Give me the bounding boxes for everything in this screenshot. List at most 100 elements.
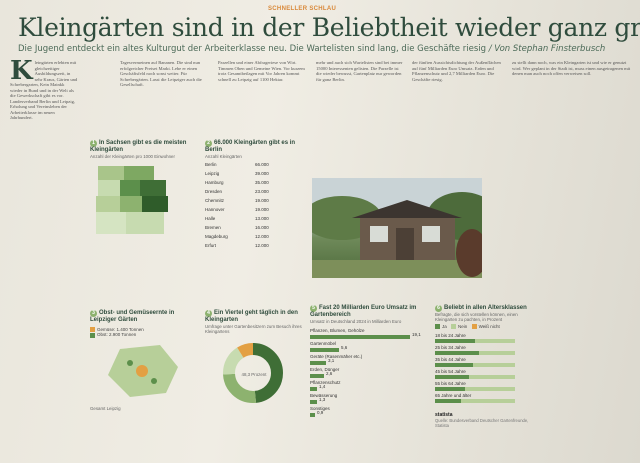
article-column-3: Parzellen und einer Abfrageriese von Wir…: [218, 60, 305, 82]
article-column-4: mehr und auch sich Wartelisten sind bei …: [316, 60, 403, 82]
bar-label: Geräte (Rasenmäher etc.): [310, 354, 363, 359]
box-number: 3: [90, 310, 97, 317]
box-number: 5: [310, 305, 317, 312]
table-value: 12.000: [255, 234, 269, 239]
bar-label: 45 bis 54 Jahre: [435, 369, 466, 375]
box-title: 66.000 Kleingärten gibt es in Berlin: [205, 140, 296, 153]
box-sachsen: 1 In Sachsen gibt es die meisten Kleingär…: [90, 140, 200, 255]
box-title: Obst- und Gemüseernte in Leipziger Gärte…: [90, 310, 175, 323]
box-title: Beliebt in allen Altersklassen: [444, 305, 527, 311]
bar-value: 19,1: [412, 332, 421, 337]
table-row: Chemnitz: [205, 198, 225, 203]
bar-label: 35 bis 44 Jahre: [435, 357, 466, 363]
bar: [310, 374, 324, 378]
box-title: Ein Viertel geht täglich in den Kleingar…: [205, 310, 298, 323]
bar-label: 25 bis 34 Jahre: [435, 345, 466, 351]
table-value: 12.000: [255, 243, 269, 248]
bar-value: 2,6: [326, 371, 333, 376]
bar-nein: [479, 351, 515, 356]
deck: Die Jugend entdeckt ein altes Kulturgut …: [18, 44, 628, 54]
table-row: Hamburg: [205, 180, 224, 185]
table-value: 16.000: [255, 225, 269, 230]
donut-slice: [223, 343, 283, 403]
kicker: SCHNELLER SCHLAU: [268, 6, 337, 12]
table-value: 19.000: [255, 198, 269, 203]
legend-item: Gemüse: 1.400 Tonnen: [97, 327, 144, 332]
box-subtitle: Anzahl der Kleingärten pro 1000 Einwohne…: [90, 154, 175, 159]
bar-nein: [465, 387, 515, 392]
article-columns: K leingärten erlebten mit gleichzeitiger…: [10, 60, 635, 175]
bar-ja: [435, 375, 469, 380]
legend: Ja Nein Weiß nicht: [435, 324, 535, 330]
leipzig-map: [108, 344, 178, 397]
column-text: leingärten erlebten mit gleichzeitiger A…: [10, 60, 78, 120]
berlin-table: Berlin 66.000 Leipzig 39.000 Hamburg 35.…: [205, 161, 305, 256]
headline: Kleingärten sind in der Beliebtheit wied…: [18, 13, 640, 42]
bar-label: Erden, Dünger: [310, 367, 340, 372]
source-note: Quelle: Bundesverband Deutscher Gartenfr…: [435, 418, 529, 429]
bar-value: 0,9: [317, 410, 324, 415]
table-value: 23.000: [255, 189, 269, 194]
bar: [310, 387, 317, 391]
article-column-2: Tagesvermeinen auf Bananen. Die sind nun…: [120, 60, 202, 87]
bar-label: Pflanzenschutz: [310, 380, 341, 385]
box-viertel: 4 Ein Viertel geht täglich in den Kleinga…: [205, 310, 305, 430]
umsatz-bars: Pflanzen, Blumen, Gehölze 19,1 Gartenmöb…: [310, 327, 430, 427]
box-subtitle: Umfrage unter Gartenbesitzern zum Besuch…: [205, 324, 302, 334]
table-row: Leipzig: [205, 171, 220, 176]
box-alter: 6 Beliebt in allen Altersklassen Befragte…: [435, 305, 535, 450]
byline: / Von Stephan Finsterbusch: [488, 44, 606, 54]
bar-ja: [435, 387, 465, 392]
article-column-6: zu stellt dann noch, was ein Kleingarten…: [512, 60, 631, 76]
bar-label: 65 Jahre und älter: [435, 393, 472, 399]
dropcap: K: [10, 60, 33, 86]
bar-nein: [461, 399, 515, 404]
donut-center-label: 48,3 Prozent: [241, 372, 267, 377]
table-value: 13.000: [255, 216, 269, 221]
garden-shed-image: [312, 178, 482, 278]
box-number: 6: [435, 305, 442, 312]
table-value: 66.000: [255, 162, 269, 167]
bar: [310, 348, 339, 352]
box-title: In Sachsen gibt es die meisten Kleingärt…: [90, 140, 187, 153]
box-umsatz: 5 Fast 20 Milliarden Euro Umsatz im Garte…: [310, 305, 430, 445]
box-number: 1: [90, 140, 97, 147]
statista-logo: statista: [435, 412, 453, 419]
bar-nein: [475, 339, 515, 344]
bar-ja: [435, 351, 479, 356]
germany-map: [96, 166, 168, 234]
legend-item: Nein: [458, 324, 468, 329]
box-number: 2: [205, 140, 212, 147]
donut-chart: [223, 343, 283, 403]
legend-swatch: [90, 332, 95, 338]
bar-ja: [435, 399, 461, 404]
legend-item: Weiß nicht: [478, 324, 500, 329]
bar-ja: [435, 339, 475, 344]
bar-nein: [469, 375, 515, 380]
table-row: Halle: [205, 216, 216, 221]
bar-label: 18 bis 24 Jahre: [435, 333, 466, 339]
bar-label: Sonstiges: [310, 406, 330, 411]
bar: [310, 400, 317, 404]
article-column-1: K leingärten erlebten mit gleichzeitiger…: [10, 60, 78, 175]
box-obst: 3 Obst- und Gemüseernte in Leipziger Gärt…: [90, 310, 200, 420]
box-subtitle: Anzahl Kleingärten: [205, 154, 242, 159]
bar-value: 3,1: [328, 358, 335, 363]
bar: [310, 335, 410, 339]
total-label: Gesamt Leipzig: [90, 405, 121, 411]
box-berlin: 2 66.000 Kleingärten gibt es in Berlin An…: [205, 140, 305, 265]
table-value: 35.000: [255, 180, 269, 185]
bar-label: 55 bis 64 Jahre: [435, 381, 466, 387]
alter-bars: 18 bis 24 Jahre 25 bis 34 Jahre 35 bis 4…: [435, 332, 535, 412]
bar-nein: [473, 363, 515, 368]
bar-value: 5,6: [341, 345, 348, 350]
table-row: Erfurt: [205, 243, 217, 248]
bar: [310, 413, 315, 417]
legend-swatch: [90, 327, 95, 333]
box-title: Fast 20 Milliarden Euro Umsatz im Garten…: [310, 305, 417, 318]
bar-value: 1,3: [319, 397, 326, 402]
table-row: Dresden: [205, 189, 223, 194]
table-row: Magdeburg: [205, 234, 228, 239]
garden-photo: [312, 178, 482, 278]
table-value: 19.000: [255, 207, 269, 212]
